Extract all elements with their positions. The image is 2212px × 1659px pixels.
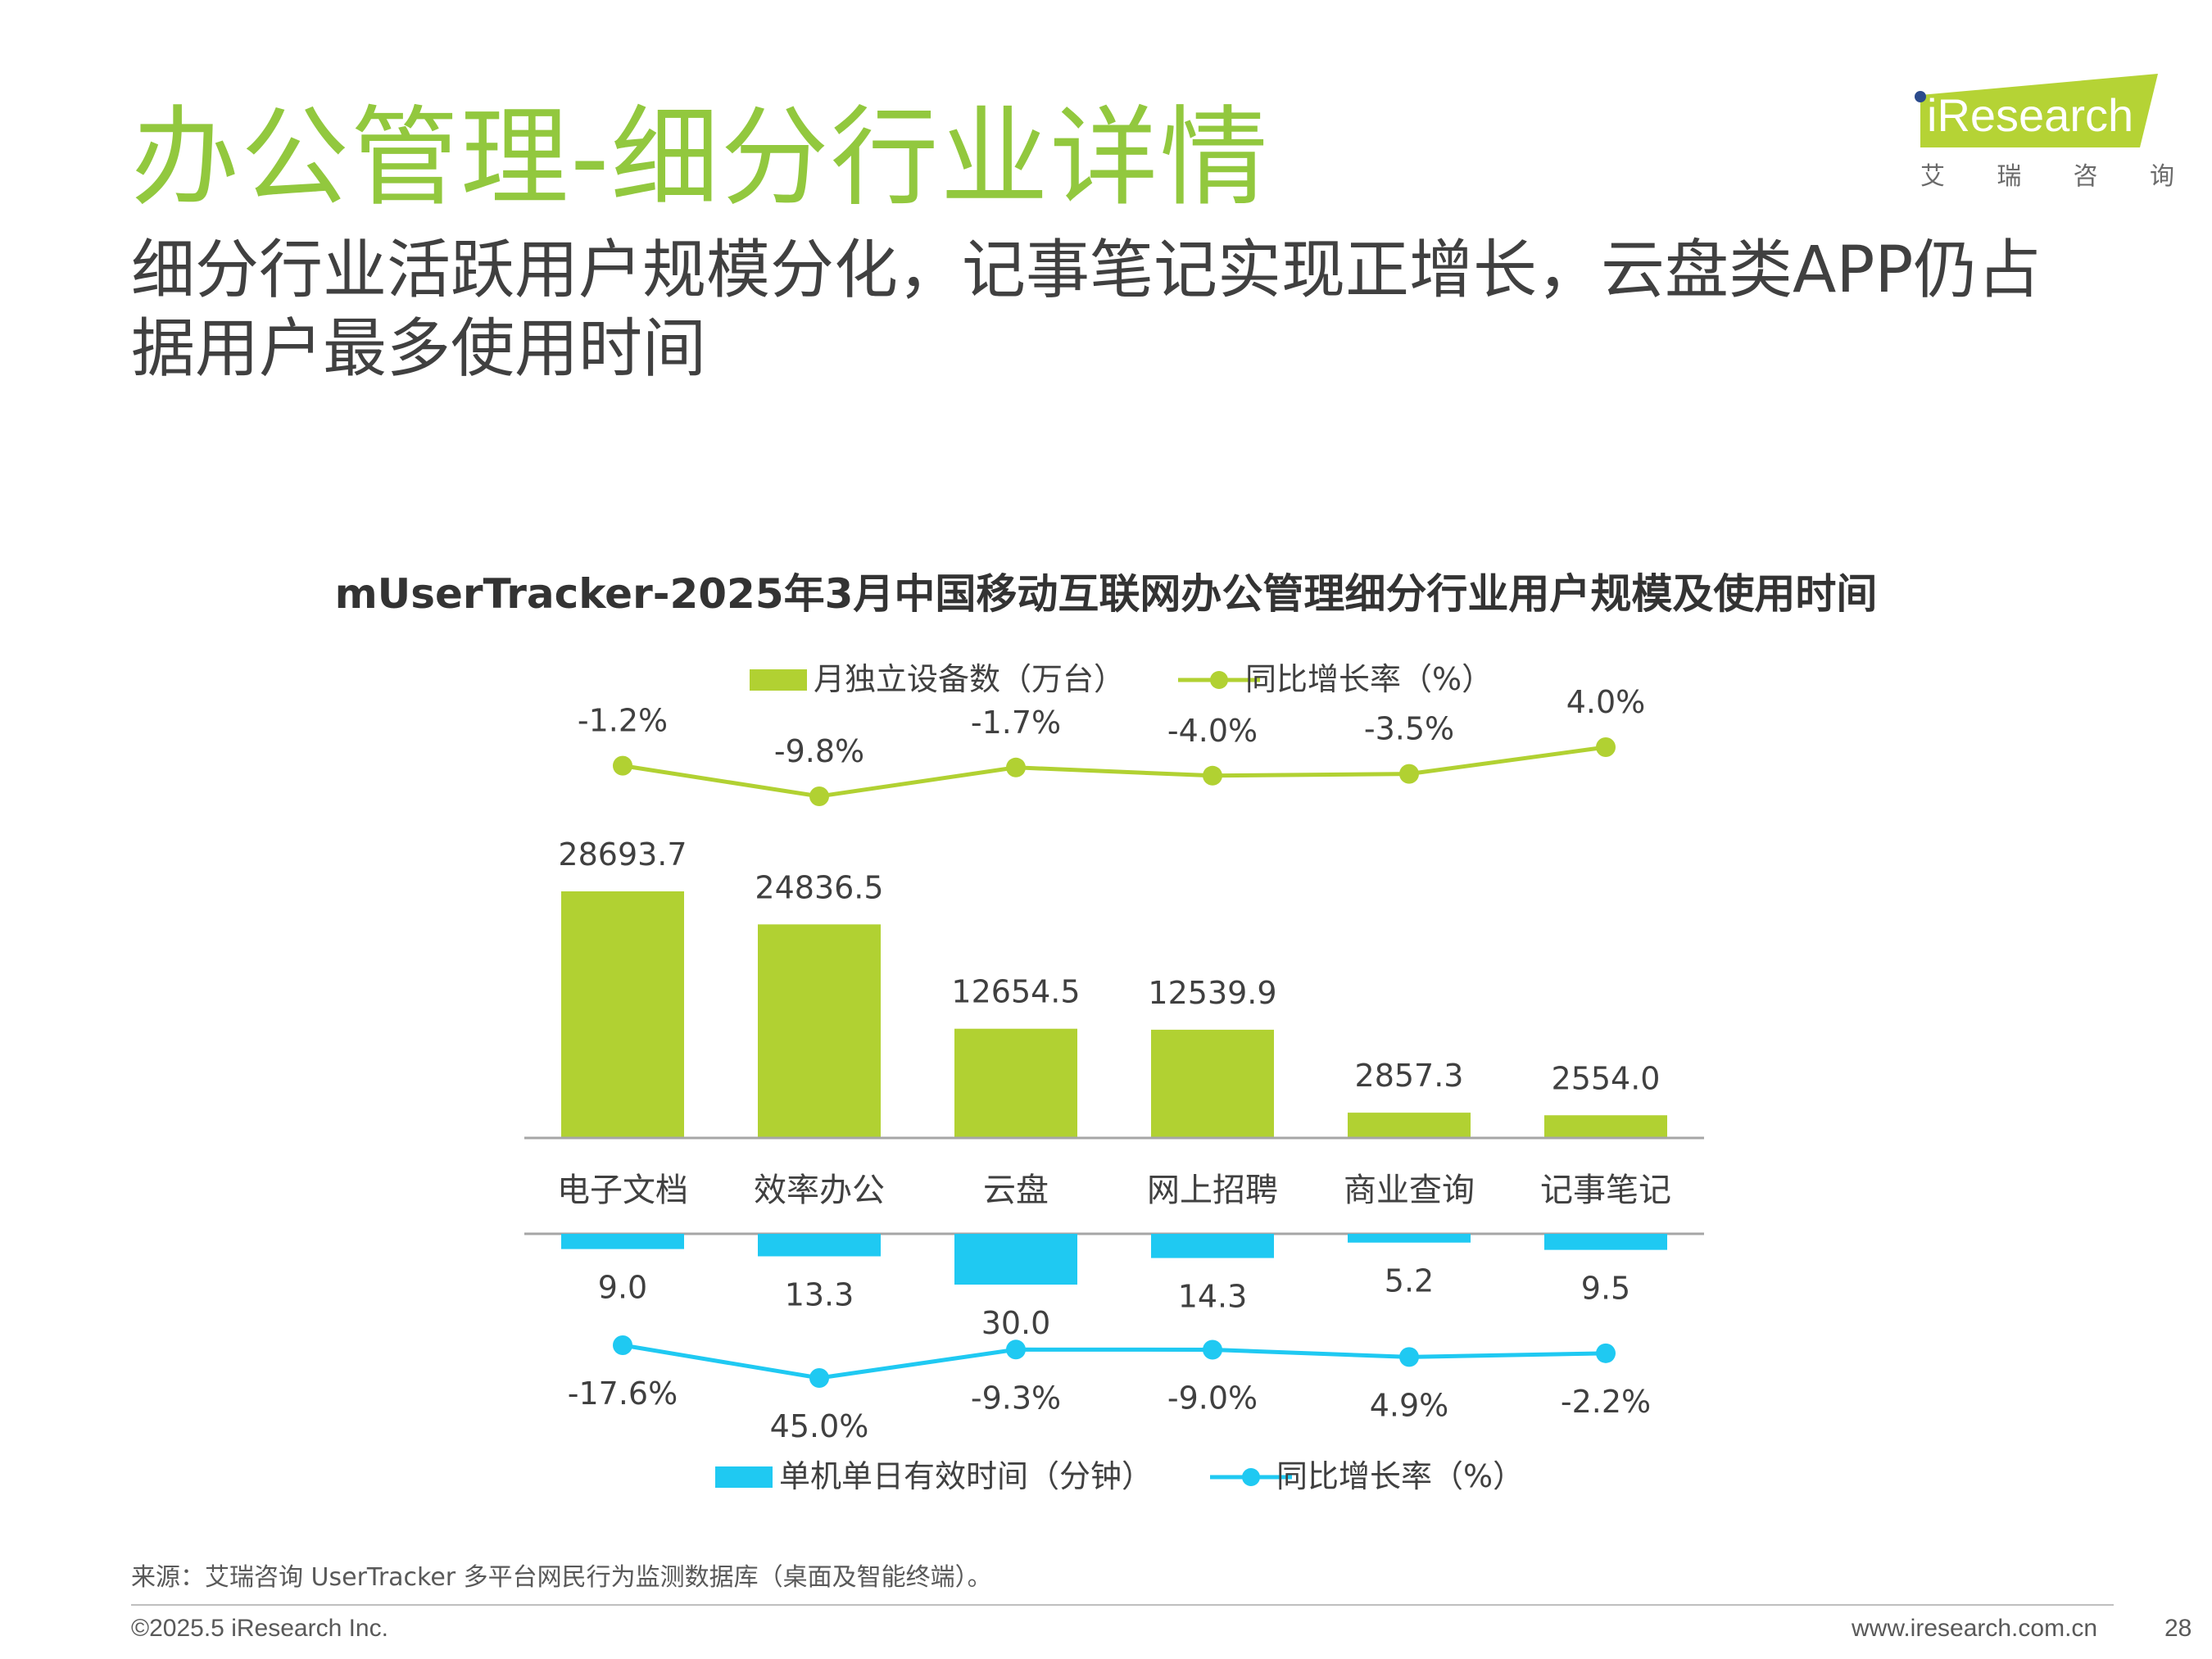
legend-swatch-devices <box>750 669 807 691</box>
category-label: 电子文档 <box>557 1172 688 1209</box>
logo-chinese: 艾 瑞 咨 询 <box>1920 161 2174 193</box>
growth-label-time: 45.0% <box>770 1408 869 1444</box>
page-number: 28 <box>2164 1615 2192 1642</box>
growth-label-devices: -1.2% <box>578 703 668 739</box>
bar-label-time: 9.0 <box>598 1270 647 1306</box>
growth-point-time <box>1006 1339 1026 1360</box>
bar-time <box>954 1234 1077 1285</box>
bar-label-devices: 2554.0 <box>1552 1060 1661 1096</box>
growth-point-time <box>1399 1347 1419 1367</box>
growth-point-devices <box>1399 764 1419 784</box>
logo-char: 询 <box>2149 162 2174 191</box>
logo-char: 咨 <box>2073 162 2098 191</box>
bar-label-time: 14.3 <box>1178 1279 1248 1315</box>
legend-marker-growth-top <box>1210 671 1228 689</box>
logo-badge <box>1915 74 2158 147</box>
bar-time <box>1348 1234 1471 1243</box>
bar-label-time: 13.3 <box>785 1276 854 1312</box>
bar-devices <box>758 924 881 1137</box>
growth-label-devices: 4.0% <box>1566 684 1646 720</box>
legend-swatch-time <box>715 1466 773 1488</box>
footer-divider <box>131 1604 2114 1606</box>
growth-label-time: -2.2% <box>1561 1384 1651 1420</box>
bar-label-devices: 28693.7 <box>558 836 687 873</box>
growth-point-devices <box>809 786 829 806</box>
bar-label-devices: 12654.5 <box>951 974 1080 1010</box>
category-label: 商业查询 <box>1344 1172 1475 1209</box>
logo-char: 瑞 <box>1997 162 2022 191</box>
bar-devices <box>1348 1113 1471 1137</box>
bar-devices <box>1544 1115 1667 1137</box>
chart-title: mUserTracker-2025年3月中国移动互联网办公管理细分行业用户规模及… <box>335 570 1878 618</box>
category-label: 网上招聘 <box>1147 1172 1278 1209</box>
legend-label-time: 单机单日有效时间（分钟） <box>779 1458 1153 1494</box>
bar-label-time: 9.5 <box>1581 1271 1630 1307</box>
bar-label-devices: 12539.9 <box>1148 975 1276 1011</box>
growth-line-devices <box>622 745 1607 799</box>
bar-devices <box>954 1028 1077 1137</box>
website-url: www.iresearch.com.cn <box>1852 1615 2098 1642</box>
growth-point-time <box>1596 1343 1616 1363</box>
growth-label-time: -17.6% <box>568 1376 678 1412</box>
growth-point-time <box>1203 1339 1222 1360</box>
page-subtitle: 细分行业活跃用户规模分化，记事笔记实现正增长，云盘类APP仍占据用户最多使用时间 <box>131 233 2042 386</box>
bar-label-time: 5.2 <box>1385 1263 1434 1299</box>
legend-marker-growth-bottom <box>1242 1468 1260 1486</box>
growth-point-devices <box>1006 757 1026 777</box>
growth-point-devices <box>613 755 632 776</box>
growth-label-devices: -3.5% <box>1364 711 1454 747</box>
bar-devices <box>561 891 684 1137</box>
growth-label-time: 4.9% <box>1370 1387 1449 1423</box>
bar-time <box>758 1234 881 1257</box>
growth-point-devices <box>1596 737 1616 757</box>
bar-time <box>561 1234 684 1249</box>
growth-label-devices: -9.8% <box>774 733 864 769</box>
bar-time <box>1151 1234 1274 1258</box>
legend-label-growth-top: 同比增长率（%） <box>1245 661 1493 697</box>
legend-label-growth-bottom: 同比增长率（%） <box>1276 1458 1524 1494</box>
growth-label-devices: -1.7% <box>971 705 1061 741</box>
growth-label-time: -9.3% <box>971 1380 1061 1416</box>
bar-label-devices: 24836.5 <box>755 869 883 905</box>
bar-label-time: 30.0 <box>981 1305 1051 1341</box>
legend-label-devices: 月独立设备数（万台） <box>814 661 1125 697</box>
growth-label-devices: -4.0% <box>1167 713 1258 749</box>
category-label: 效率办公 <box>754 1172 885 1209</box>
growth-point-time <box>809 1368 829 1388</box>
bar-devices <box>1151 1029 1274 1137</box>
copyright: ©2025.5 iResearch Inc. <box>131 1615 388 1642</box>
bar-time <box>1544 1234 1667 1250</box>
growth-point-devices <box>1203 765 1222 786</box>
page-title: 办公管理-细分行业详情 <box>131 95 1270 221</box>
logo-char: 艾 <box>1920 162 1945 191</box>
logo-wordmark: iResearch <box>1927 89 2134 141</box>
source-note: 来源：艾瑞咨询 UserTracker 多平台网民行为监测数据库（桌面及智能终端… <box>131 1563 992 1592</box>
bar-label-devices: 2857.3 <box>1355 1058 1464 1094</box>
category-label: 记事笔记 <box>1540 1172 1671 1209</box>
growth-line-time <box>622 1343 1607 1380</box>
iresearch-logo: iResearch 艾 瑞 咨 询 <box>1909 72 2179 203</box>
growth-label-time: -9.0% <box>1167 1380 1258 1416</box>
growth-point-time <box>613 1335 632 1355</box>
category-label: 云盘 <box>983 1172 1049 1209</box>
